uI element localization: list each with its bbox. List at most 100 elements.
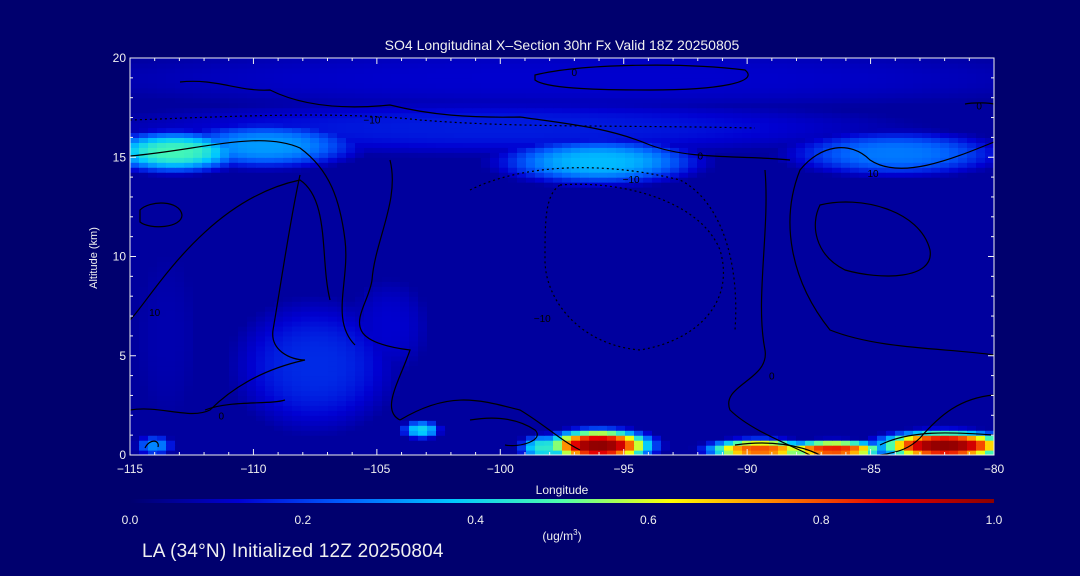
heatmap-cell	[301, 296, 311, 302]
heatmap-cell	[625, 340, 635, 347]
heatmap-cell	[544, 335, 554, 342]
heatmap-cell	[832, 445, 842, 451]
heatmap-cell	[265, 405, 275, 411]
heatmap-cell	[985, 375, 994, 382]
heatmap-cell	[643, 365, 653, 372]
heatmap-cell	[499, 450, 509, 455]
heatmap-cell	[355, 211, 365, 218]
heatmap-cell	[292, 321, 302, 327]
heatmap-cell	[364, 236, 374, 243]
heatmap-cell	[769, 360, 779, 367]
heatmap-cell	[472, 350, 482, 357]
heatmap-cell	[544, 370, 554, 377]
heatmap-cell	[328, 206, 338, 213]
heatmap-cell	[832, 395, 842, 402]
heatmap-cell	[481, 306, 491, 312]
heatmap-cell	[445, 330, 455, 337]
heatmap-cell	[346, 221, 356, 228]
heatmap-cell	[706, 211, 716, 218]
heatmap-cell	[391, 211, 401, 218]
heatmap-cell	[220, 425, 230, 431]
heatmap-cell	[274, 355, 284, 362]
heatmap-cell	[211, 370, 221, 377]
heatmap-cell	[580, 405, 590, 411]
heatmap-cell	[553, 201, 563, 208]
heatmap-cell	[445, 321, 455, 327]
heatmap-cell	[886, 390, 896, 397]
heatmap-cell	[688, 221, 698, 228]
heatmap-cell	[949, 375, 959, 382]
heatmap-cell	[418, 316, 428, 322]
heatmap-cell	[616, 345, 626, 352]
heatmap-cell	[229, 330, 239, 337]
heatmap-cell	[760, 311, 770, 317]
heatmap-cell	[823, 246, 833, 253]
heatmap-cell	[616, 425, 626, 431]
heatmap-cell	[166, 271, 176, 277]
heatmap-cell	[850, 311, 860, 317]
heatmap-cell	[670, 246, 680, 253]
heatmap-cell	[310, 365, 320, 372]
heatmap-cell	[274, 306, 284, 312]
heatmap-cell	[256, 211, 266, 218]
heatmap-cell	[238, 440, 248, 446]
heatmap-cell	[382, 261, 392, 268]
heatmap-cell	[805, 286, 815, 292]
heatmap-cell	[499, 291, 509, 297]
heatmap-cell	[634, 380, 644, 387]
heatmap-cell	[697, 415, 707, 421]
heatmap-cell	[409, 281, 419, 287]
heatmap-cell	[355, 301, 365, 307]
heatmap-cell	[643, 201, 653, 208]
heatmap-cell	[562, 206, 572, 213]
heatmap-cell	[301, 286, 311, 292]
heatmap-cell	[652, 226, 662, 233]
heatmap-cell	[580, 296, 590, 302]
heatmap-cell	[220, 306, 230, 312]
heatmap-cell	[157, 325, 167, 332]
heatmap-cell	[535, 385, 545, 392]
heatmap-cell	[598, 420, 608, 426]
heatmap-cell	[697, 276, 707, 282]
heatmap-cell	[256, 266, 266, 272]
heatmap-cell	[787, 321, 797, 327]
heatmap-cell	[238, 321, 248, 327]
heatmap-cell	[238, 251, 248, 258]
heatmap-cell	[769, 365, 779, 372]
heatmap-cell	[517, 291, 527, 297]
heatmap-cell	[427, 425, 437, 431]
heatmap-cell	[535, 321, 545, 327]
heatmap-cell	[130, 261, 140, 268]
heatmap-cell	[526, 390, 536, 397]
heatmap-cell	[157, 281, 167, 287]
heatmap-cell	[904, 380, 914, 387]
heatmap-cell	[985, 261, 994, 268]
heatmap-cell	[544, 445, 554, 451]
heatmap-cell	[337, 246, 347, 253]
heatmap-cell	[877, 201, 887, 208]
heatmap-cell	[184, 246, 194, 253]
heatmap-cell	[139, 281, 149, 287]
heatmap-cell	[787, 345, 797, 352]
heatmap-cell	[868, 410, 878, 416]
heatmap-cell	[733, 360, 743, 367]
heatmap-cell	[616, 420, 626, 426]
heatmap-cell	[265, 445, 275, 451]
heatmap-cell	[202, 435, 212, 441]
heatmap-cell	[724, 201, 734, 208]
heatmap-cell	[481, 435, 491, 441]
heatmap-cell	[373, 425, 383, 431]
heatmap-cell	[913, 286, 923, 292]
heatmap-cell	[337, 340, 347, 347]
heatmap-cell	[778, 196, 788, 203]
heatmap-cell	[220, 211, 230, 218]
heatmap-cell	[625, 405, 635, 411]
heatmap-cell	[895, 385, 905, 392]
heatmap-cell	[706, 415, 716, 421]
heatmap-cell	[526, 400, 536, 406]
heatmap-cell	[166, 345, 176, 352]
heatmap-cell	[517, 425, 527, 431]
heatmap-cell	[319, 316, 329, 322]
heatmap-cell	[724, 196, 734, 203]
heatmap-cell	[679, 206, 689, 213]
